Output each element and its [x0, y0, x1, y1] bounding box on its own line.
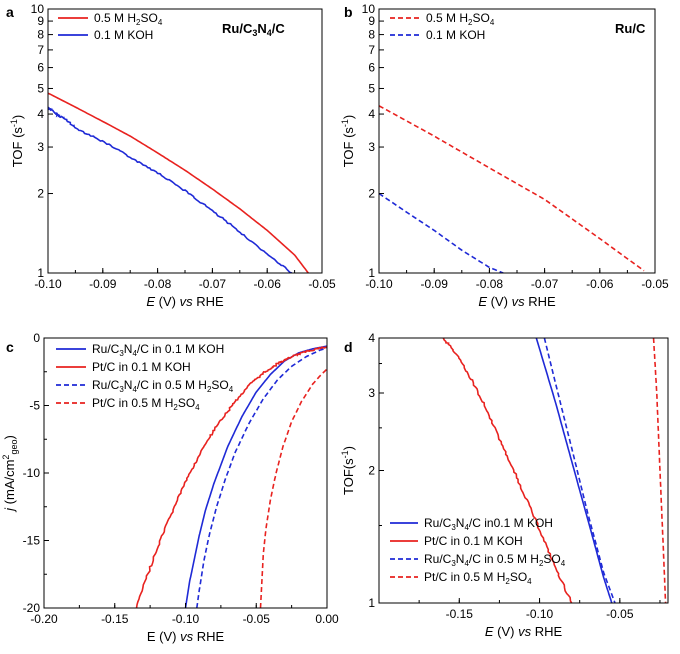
- legend-label-c-1: Pt/C in 0.1 M KOH: [92, 360, 191, 374]
- series-line-d-2: [543, 338, 616, 603]
- x-tick-label-d-1: -0.10: [526, 607, 554, 621]
- y-tick-label-b-0: 1: [368, 266, 375, 280]
- x-axis-label-b: E (V) vs RHE: [478, 294, 556, 309]
- x-tick-label-b-0: -0.10: [365, 277, 393, 291]
- legend-label-d-2: Ru/C3N4/C in 0.5 M H2SO4: [424, 552, 566, 568]
- series-line-a-0: [48, 92, 309, 273]
- legend-label-c-0: Ru/C3N4/C in 0.1 M KOH: [92, 342, 224, 358]
- y-tick-label-a-2: 3: [37, 140, 44, 154]
- x-tick-label-b-3: -0.07: [531, 277, 559, 291]
- panel-letter-c: c: [6, 339, 14, 355]
- panel-annotation-a: Ru/C3N4/C: [222, 21, 285, 38]
- x-tick-label-a-4: -0.06: [254, 277, 282, 291]
- legend-label-a-1: 0.1 M KOH: [94, 28, 153, 42]
- x-tick-label-a-1: -0.09: [89, 277, 117, 291]
- panel-c-plot: -0.20 -0.15 -0.10 -0.05 0.00 -20 -15 -10 -5 0 E (V…: [1, 331, 339, 644]
- x-tick-label-b-2: -0.08: [476, 277, 504, 291]
- panel-b-plot: -0.10 -0.09 -0.08 -0.07 -0.06 -0.05 1 2 3 4 5 6 7891…: [340, 2, 669, 309]
- panel-letter-d: d: [344, 339, 353, 355]
- y-tick-label-a-7: 8: [37, 28, 44, 42]
- x-tick-label-c-1: -0.15: [101, 612, 129, 626]
- x-axis-label-a: E (V) vs RHE: [146, 294, 224, 309]
- plot-frame-a: [47, 8, 323, 274]
- x-tick-label-c-0: -0.20: [30, 612, 58, 626]
- y-tick-label-b-1: 2: [368, 187, 375, 201]
- series-line-d-3: [652, 338, 667, 603]
- panel-c: c -0.20 -0.15 -0.10 -0.05 0.00 -20 -15 -10 -5 0 E …: [1, 331, 339, 644]
- y-tick-label-b-6: 7: [368, 43, 375, 57]
- series-line-b-0: [379, 105, 645, 272]
- x-axis-label-d: E (V) vs RHE: [485, 624, 563, 639]
- y-tick-label-d-2: 3: [368, 386, 375, 400]
- x-axis-label-c: E (V) vs RHE: [147, 629, 225, 644]
- y-tick-label-a-1: 2: [37, 187, 44, 201]
- series-line-c-2: [196, 347, 327, 608]
- panel-annotation-b: Ru/C: [615, 21, 646, 36]
- y-tick-label-a-4: 5: [37, 81, 44, 95]
- legend-label-d-1: Pt/C in 0.1 M KOH: [424, 534, 523, 548]
- x-tick-label-c-3: -0.05: [243, 612, 271, 626]
- y-tick-label-a-9: 10: [31, 2, 45, 16]
- y-tick-label-c-1: -15: [23, 534, 41, 548]
- x-tick-label-b-4: -0.06: [586, 277, 614, 291]
- panel-b: b -0.10 -0.09 -0.08 -0.07 -0.06 -0.05 1 2 3 4 5 6 78…: [340, 2, 669, 309]
- legend-label-d-3: Pt/C in 0.5 M H2SO4: [424, 570, 532, 586]
- y-tick-label-c-2: -10: [23, 466, 41, 480]
- x-tick-label-c-4: 0.00: [315, 612, 339, 626]
- y-tick-label-d-3: 4: [368, 331, 375, 345]
- x-tick-label-a-2: -0.08: [144, 277, 172, 291]
- legend-label-d-0: Ru/C3N4/C in0.1 M KOH: [424, 516, 553, 532]
- series-line-c-1: [135, 345, 327, 608]
- y-tick-label-b-4: 5: [368, 81, 375, 95]
- y-tick-label-b-8: 9: [368, 14, 375, 28]
- x-tick-label-b-5: -0.05: [641, 277, 669, 291]
- series-line-b-1: [379, 192, 504, 273]
- y-axis-label-d: TOF(s-1): [340, 446, 356, 495]
- legend-label-b-1: 0.1 M KOH: [426, 28, 485, 42]
- plot-frame-b: [378, 8, 656, 274]
- y-tick-label-c-3: -5: [29, 399, 40, 413]
- y-tick-label-b-5: 6: [368, 61, 375, 75]
- y-tick-label-a-8: 9: [37, 14, 44, 28]
- y-tick-label-b-9: 10: [362, 2, 376, 16]
- panel-a-plot: -0.10 -0.09 -0.08 -0.07 -0.06 -0.05 1 2 3 4 5 6 7891…: [9, 2, 336, 309]
- series-line-a-1: [48, 106, 293, 273]
- panel-d-plot: -0.15 -0.10 -0.05 1 2 3 4 E (V) vs RHE TOF(s-1) R…: [340, 331, 669, 639]
- panel-d: d -0.15 -0.10 -0.05 1 2 3 4 E (V) vs RHE TOF(s-1…: [340, 331, 669, 639]
- series-line-d-1: [442, 338, 573, 603]
- y-tick-label-b-2: 3: [368, 140, 375, 154]
- x-tick-label-c-2: -0.10: [172, 612, 200, 626]
- y-tick-label-a-5: 6: [37, 61, 44, 75]
- y-axis-label-b: TOF (s-1): [340, 115, 356, 168]
- y-tick-label-b-7: 8: [368, 28, 375, 42]
- x-tick-label-a-3: -0.07: [199, 277, 227, 291]
- y-tick-label-d-1: 2: [368, 464, 375, 478]
- y-tick-label-a-3: 4: [37, 107, 44, 121]
- y-tick-label-d-0: 1: [368, 596, 375, 610]
- legend-label-c-2: Ru/C3N4/C in 0.5 M H2SO4: [92, 378, 234, 394]
- y-tick-label-a-6: 7: [37, 43, 44, 57]
- y-tick-label-c-0: -20: [23, 601, 41, 615]
- panel-letter-b: b: [344, 4, 353, 20]
- legend-label-c-3: Pt/C in 0.5 M H2SO4: [92, 396, 200, 412]
- x-tick-label-d-2: -0.05: [606, 607, 634, 621]
- y-axis-label-a: TOF (s-1): [9, 115, 25, 168]
- series-line-d-0: [535, 338, 613, 603]
- panel-letter-a: a: [6, 4, 14, 20]
- y-tick-label-c-4: 0: [33, 331, 40, 345]
- x-tick-label-b-1: -0.09: [421, 277, 449, 291]
- legend-label-a-0: 0.5 M H2SO4: [94, 11, 163, 27]
- x-tick-label-a-5: -0.05: [308, 277, 336, 291]
- y-axis-label-c: j (mA/cm2geo): [1, 435, 19, 513]
- panel-a: a -0.10 -0.09 -0.08 -0.07 -0.06 -0.05 1 2 3 4 5 6 78…: [6, 2, 336, 309]
- x-tick-label-a-0: -0.10: [34, 277, 62, 291]
- x-tick-label-d-0: -0.15: [446, 607, 474, 621]
- legend-label-b-0: 0.5 M H2SO4: [426, 11, 495, 27]
- y-tick-label-a-0: 1: [37, 266, 44, 280]
- y-tick-label-b-3: 4: [368, 107, 375, 121]
- series-line-c-3: [259, 368, 327, 608]
